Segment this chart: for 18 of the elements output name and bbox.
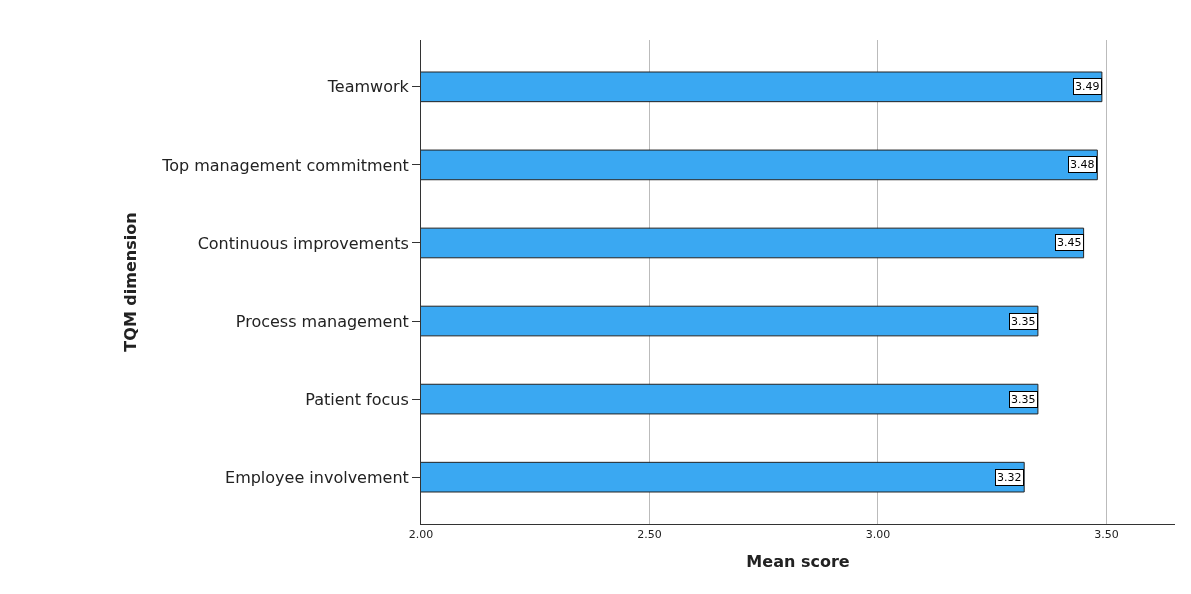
data-label: 3.35 <box>1011 315 1036 328</box>
data-label: 3.48 <box>1070 158 1095 171</box>
y-tick-label: Employee involvement <box>225 467 409 487</box>
y-tick-label: Top management commitment <box>161 155 409 175</box>
y-axis-title: TQM dimension <box>121 212 141 352</box>
x-tick-label: 3.50 <box>1094 528 1119 542</box>
data-label: 3.45 <box>1057 236 1082 249</box>
x-axis-title: Mean score <box>746 551 850 571</box>
x-tick-label: 3.00 <box>865 528 891 542</box>
y-tick-label: Patient focus <box>305 389 409 409</box>
y-tick-label: Teamwork <box>326 77 410 97</box>
data-label: 3.49 <box>1075 80 1100 93</box>
y-tick-label: Process management <box>235 311 409 331</box>
data-label: 3.32 <box>997 471 1022 484</box>
x-tick-label: 2.00 <box>408 528 434 542</box>
data-label: 3.35 <box>1011 393 1036 406</box>
x-tick-label: 2.50 <box>637 528 662 542</box>
y-tick-label: Continuous improvements <box>197 233 409 253</box>
